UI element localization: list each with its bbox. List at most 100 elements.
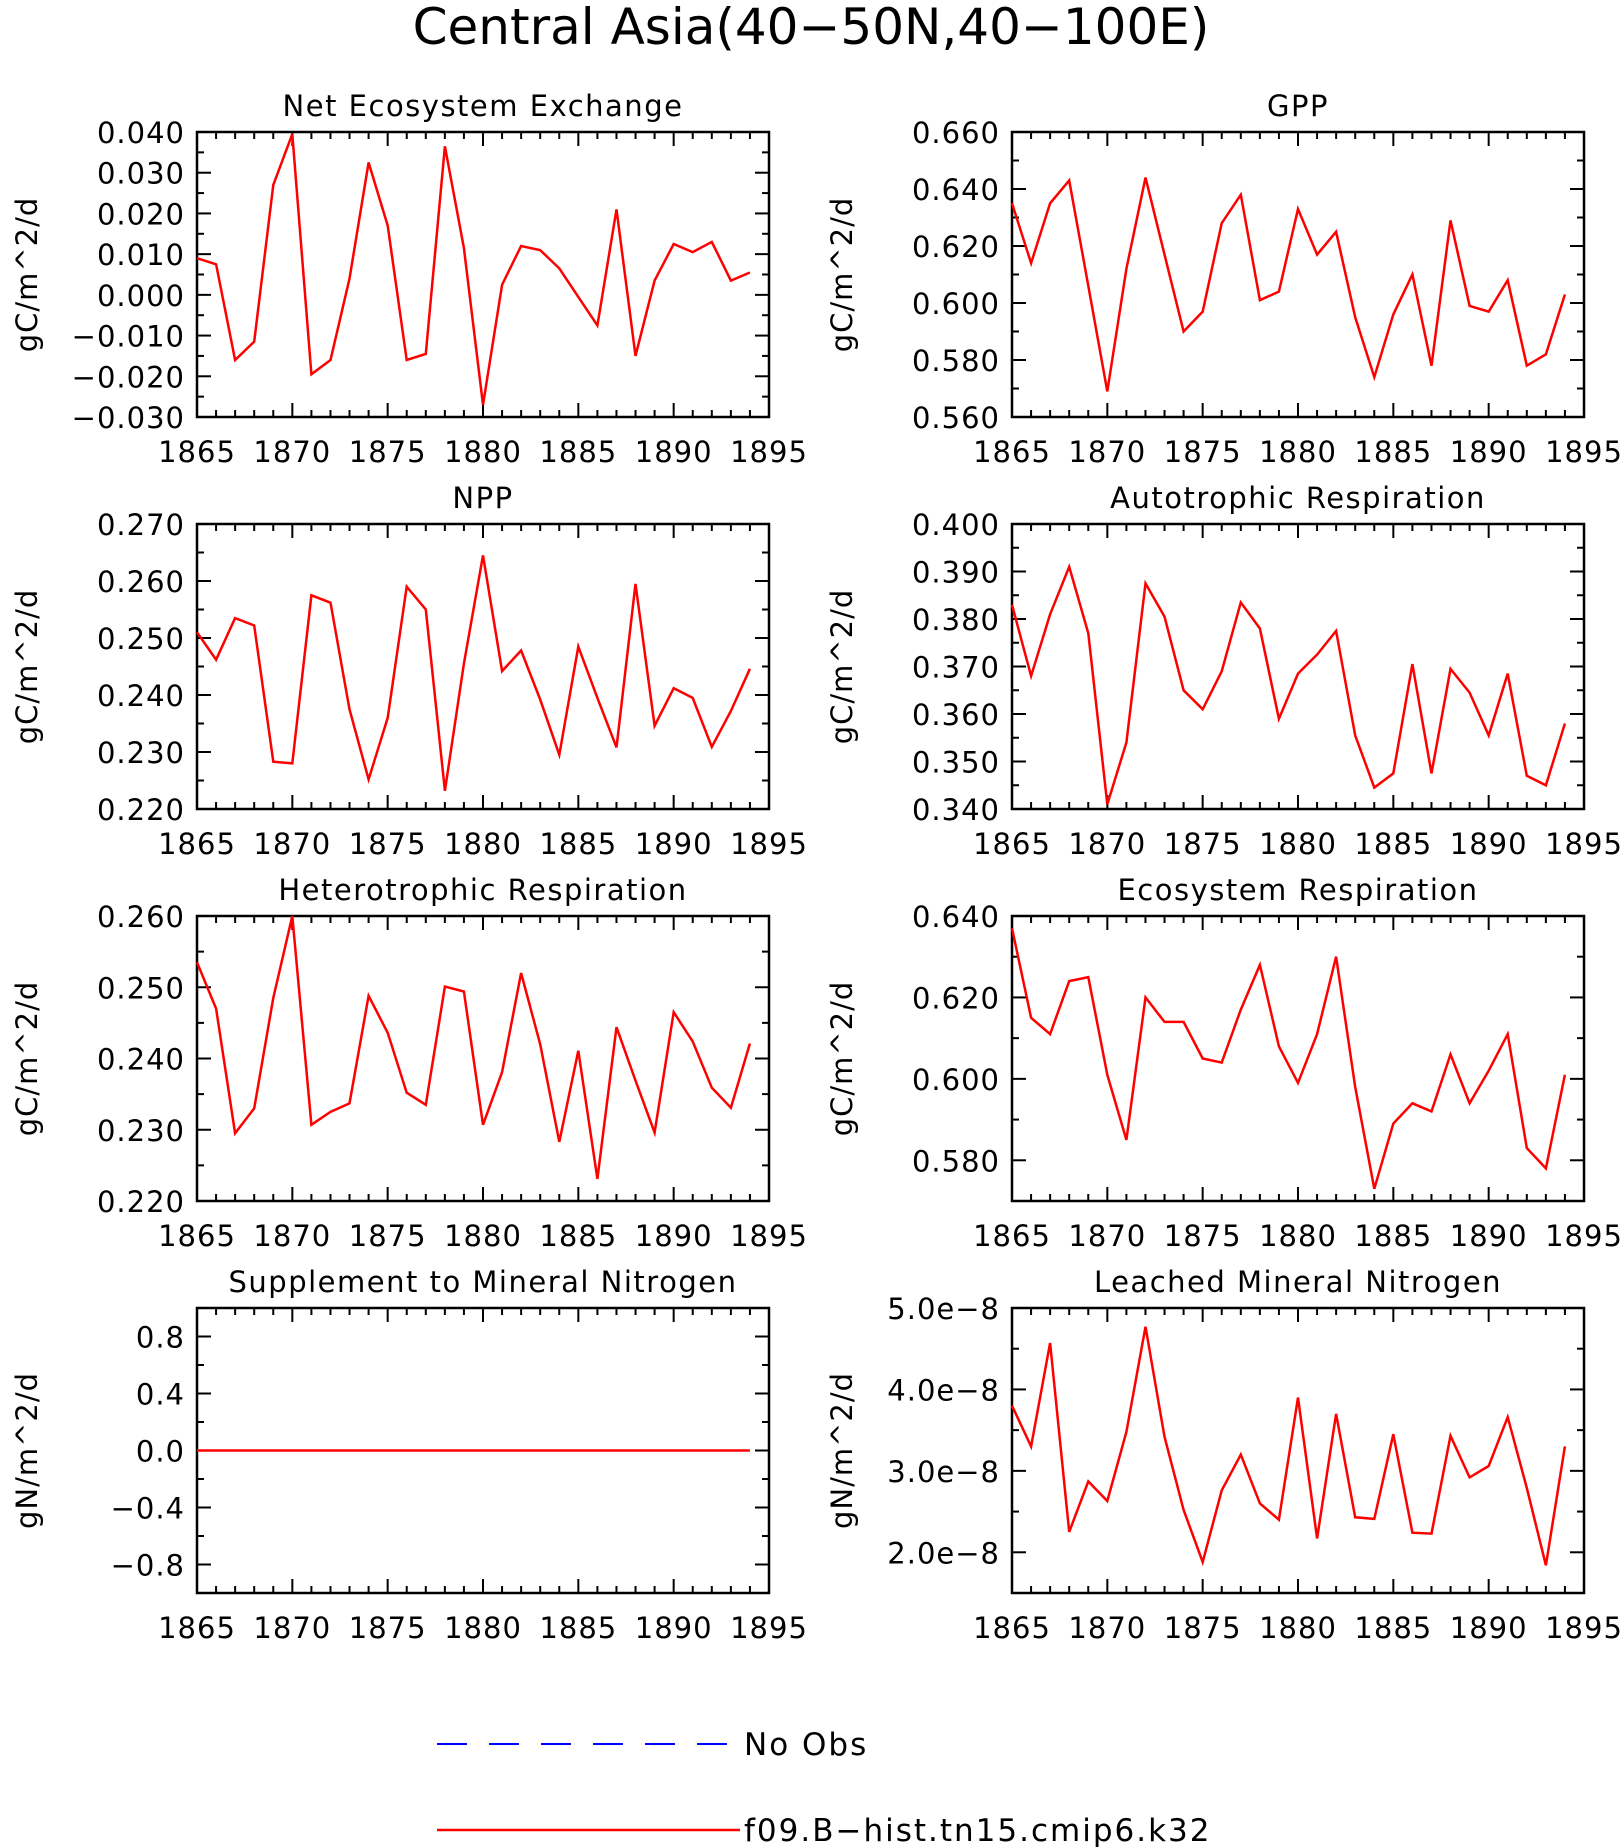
y-tick-label: 0.370 — [912, 651, 1000, 685]
x-tick-label: 1875 — [1164, 1611, 1242, 1645]
x-tick-label: 1865 — [973, 435, 1051, 469]
figure-title: Central Asia(40−50N,40−100E) — [413, 0, 1210, 56]
x-tick-label: 1875 — [1164, 827, 1242, 861]
x-tick-label: 1870 — [253, 435, 331, 469]
series-line — [195, 555, 752, 791]
x-tick-label: 1890 — [1450, 1611, 1528, 1645]
x-tick-label: 1865 — [158, 1219, 236, 1253]
panel-npp: NPP gC/m^2/d 1865 1870 1875 1880 1885 1890 1895 0… — [10, 481, 807, 861]
legend-label-model: f09.B−hist.tn15.cmip6.k32 — [744, 1813, 1212, 1847]
plot-frame — [1010, 1306, 1586, 1595]
plot-frame — [1010, 130, 1586, 419]
y-tick-label: −0.030 — [72, 401, 185, 435]
x-tick-label: 1870 — [1068, 1219, 1146, 1253]
plot-frame — [1010, 914, 1586, 1203]
x-tick-label: 1890 — [1450, 435, 1528, 469]
legend-label-no-obs: No Obs — [744, 1727, 868, 1763]
y-tick-label: 0.340 — [912, 793, 1000, 827]
x-tick-label: 1880 — [444, 1219, 522, 1253]
y-tick-label: 0.4 — [136, 1378, 185, 1412]
x-tick-label: 1870 — [253, 1219, 331, 1253]
y-tick-label: 0.620 — [912, 230, 1000, 264]
x-tick-label: 1890 — [1450, 1219, 1528, 1253]
y-tick-label: 0.640 — [912, 900, 1000, 934]
y-tick-label: 0.360 — [912, 698, 1000, 732]
x-tick-label: 1895 — [1545, 435, 1622, 469]
series-line — [1010, 177, 1567, 392]
x-tick-label: 1880 — [1259, 1219, 1337, 1253]
y-tick-label: 0.390 — [912, 556, 1000, 590]
y-tick-label: 0.620 — [912, 981, 1000, 1015]
x-tick-label: 1865 — [158, 1611, 236, 1645]
x-tick-label: 1895 — [730, 435, 808, 469]
panels: Net Ecosystem Exchange gC/m^2/d 1865 1870 18… — [10, 89, 1622, 1645]
x-tick-label: 1875 — [349, 1219, 427, 1253]
x-tick-label: 1895 — [1545, 1219, 1622, 1253]
x-tick-label: 1870 — [1068, 827, 1146, 861]
plot-frame — [195, 130, 771, 419]
x-tick-label: 1885 — [1354, 1611, 1432, 1645]
panel-title: Autotrophic Respiration — [1110, 481, 1486, 515]
x-tick-label: 1885 — [539, 1611, 617, 1645]
x-tick-label: 1895 — [730, 1219, 808, 1253]
y-tick-label: 0.260 — [97, 900, 185, 934]
y-tick-label: 0.560 — [912, 401, 1000, 435]
panel-title: Ecosystem Respiration — [1117, 873, 1478, 907]
x-tick-label: 1890 — [1450, 827, 1528, 861]
x-tick-label: 1890 — [635, 1611, 713, 1645]
x-tick-label: 1895 — [1545, 1611, 1622, 1645]
x-tick-label: 1880 — [444, 435, 522, 469]
x-tick-label: 1875 — [1164, 1219, 1242, 1253]
y-tick-label: 0.250 — [97, 622, 185, 656]
y-tick-label: 0.220 — [97, 1185, 185, 1219]
y-axis-label: gC/m^2/d — [10, 981, 44, 1137]
panel-supplement-to-mineral-nitrogen: Supplement to Mineral Nitrogen gN/m^2/d 18… — [10, 1265, 807, 1645]
x-tick-label: 1890 — [635, 435, 713, 469]
y-tick-label: 0.640 — [912, 173, 1000, 207]
y-tick-label: 0.250 — [97, 971, 185, 1005]
x-tick-label: 1865 — [973, 1219, 1051, 1253]
x-tick-label: 1875 — [349, 827, 427, 861]
panel-title: GPP — [1267, 89, 1329, 123]
y-tick-label: −0.010 — [72, 320, 185, 354]
y-tick-label: 0.020 — [97, 197, 185, 231]
panel-ecosystem-respiration: Ecosystem Respiration gC/m^2/d 1865 1870 187… — [825, 873, 1622, 1253]
x-tick-label: 1865 — [973, 1611, 1051, 1645]
x-tick-label: 1880 — [1259, 1611, 1337, 1645]
x-tick-label: 1885 — [1354, 1219, 1432, 1253]
x-tick-label: 1890 — [635, 827, 713, 861]
x-tick-label: 1875 — [349, 1611, 427, 1645]
x-tick-label: 1875 — [349, 435, 427, 469]
y-tick-label: 4.0e−8 — [887, 1373, 1000, 1407]
y-axis-label: gC/m^2/d — [825, 197, 859, 353]
panel-title: Heterotrophic Respiration — [278, 873, 687, 907]
y-tick-label: 2.0e−8 — [887, 1536, 1000, 1570]
y-axis-label: gC/m^2/d — [10, 589, 44, 745]
y-tick-label: 0.010 — [97, 238, 185, 272]
panel-gpp: GPP gC/m^2/d 1865 1870 1875 1880 1885 1890 1895 0… — [825, 89, 1622, 469]
x-tick-label: 1880 — [1259, 827, 1337, 861]
x-tick-label: 1865 — [973, 827, 1051, 861]
y-tick-label: 0.240 — [97, 679, 185, 713]
y-axis-label: gN/m^2/d — [10, 1372, 44, 1529]
panel-autotrophic-respiration: Autotrophic Respiration gC/m^2/d 1865 1870 1… — [825, 481, 1622, 861]
y-axis-label: gC/m^2/d — [825, 981, 859, 1137]
series-line — [195, 915, 752, 1180]
x-tick-label: 1870 — [1068, 1611, 1146, 1645]
x-tick-label: 1885 — [1354, 435, 1432, 469]
x-tick-label: 1885 — [539, 1219, 617, 1253]
y-tick-label: 0.230 — [97, 736, 185, 770]
y-tick-label: −0.4 — [111, 1492, 185, 1526]
y-tick-label: 0.000 — [97, 279, 185, 313]
y-tick-label: 0.0 — [136, 1435, 185, 1469]
x-tick-label: 1880 — [444, 827, 522, 861]
x-tick-label: 1885 — [1354, 827, 1432, 861]
x-tick-label: 1890 — [635, 1219, 713, 1253]
y-tick-label: 0.030 — [97, 157, 185, 191]
x-tick-label: 1865 — [158, 435, 236, 469]
y-tick-label: 0.380 — [912, 603, 1000, 637]
x-tick-label: 1880 — [1259, 435, 1337, 469]
x-tick-label: 1870 — [253, 827, 331, 861]
y-tick-label: 0.270 — [97, 508, 185, 542]
